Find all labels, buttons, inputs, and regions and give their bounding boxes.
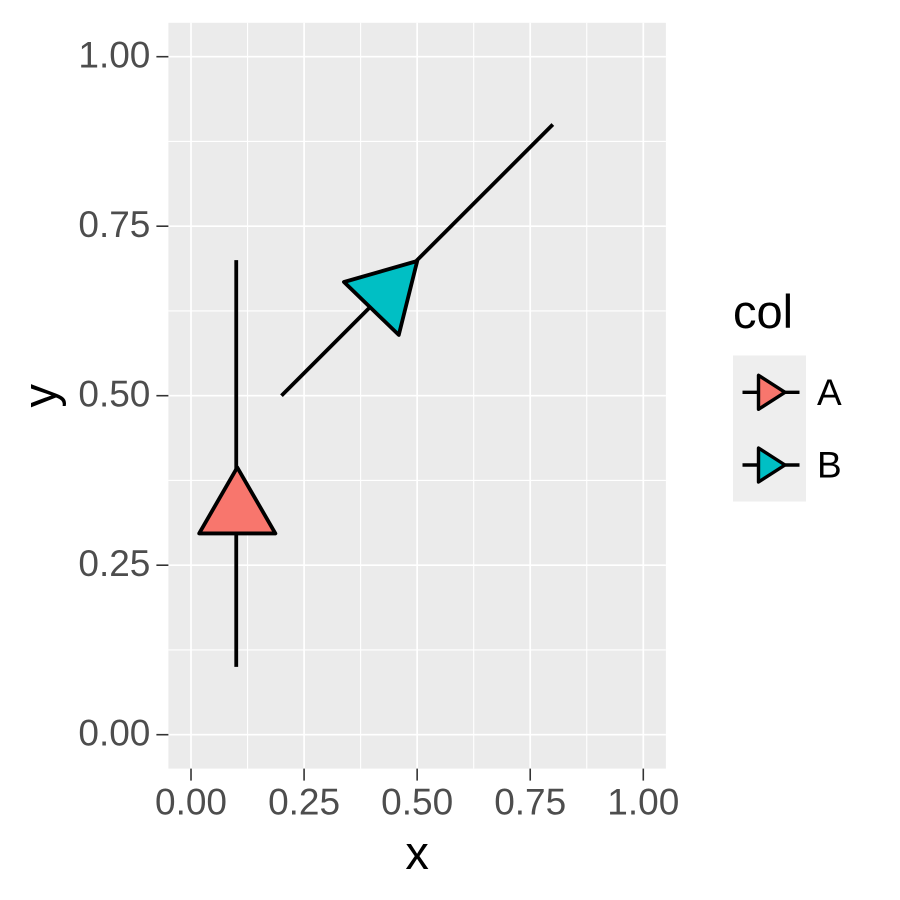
svg-text:1.00: 1.00 [607,782,679,823]
svg-text:0.75: 0.75 [494,782,566,823]
svg-text:col: col [733,285,793,338]
svg-text:0.50: 0.50 [381,782,453,823]
svg-text:0.50: 0.50 [78,374,150,415]
svg-text:0.00: 0.00 [78,713,150,754]
svg-text:0.75: 0.75 [78,204,150,245]
svg-text:A: A [817,372,842,413]
svg-text:x: x [405,826,429,879]
svg-text:1.00: 1.00 [78,35,150,76]
svg-text:0.00: 0.00 [155,782,227,823]
svg-text:0.25: 0.25 [268,782,340,823]
svg-text:y: y [13,383,66,407]
svg-text:0.25: 0.25 [78,543,150,584]
svg-text:B: B [817,445,842,486]
